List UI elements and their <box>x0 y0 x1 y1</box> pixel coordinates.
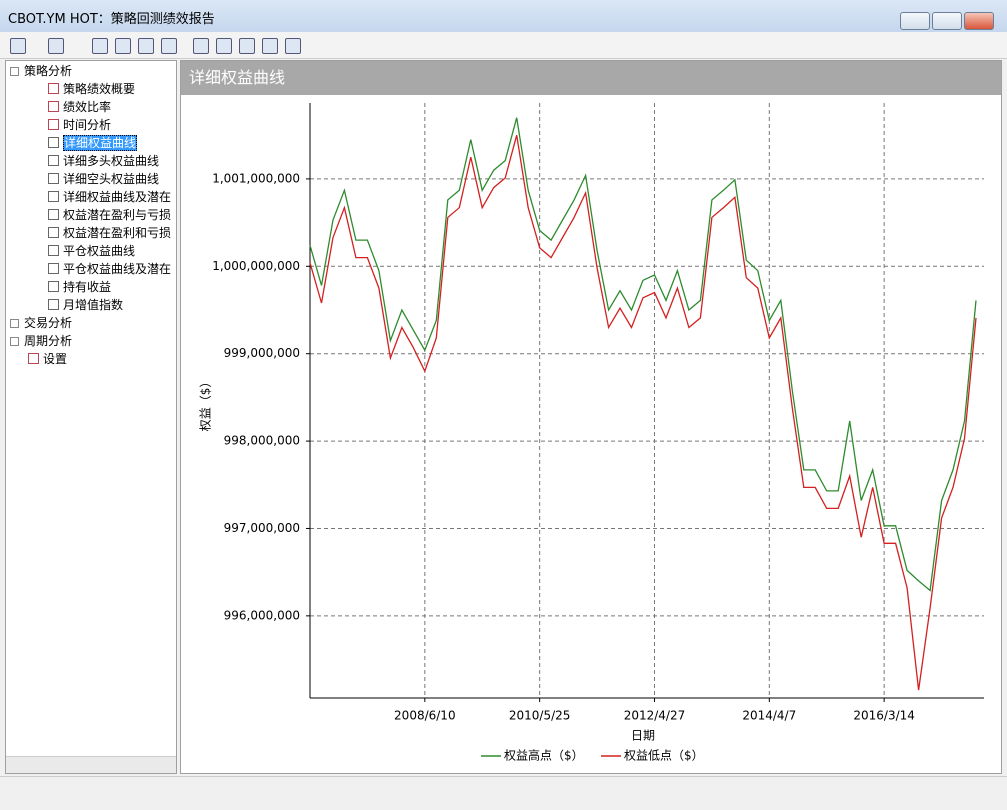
tree-item[interactable]: 详细空头权益曲线 <box>48 171 159 187</box>
close-button[interactable] <box>964 12 994 30</box>
tree-item[interactable]: 权益潜在盈利与亏损 <box>48 207 171 223</box>
legend-label: 权益高点（$） <box>504 748 584 763</box>
x-tick-label: 2012/4/27 <box>624 709 686 723</box>
preview-button[interactable] <box>115 38 131 54</box>
crosshair-button[interactable] <box>193 38 209 54</box>
tree-label: 策略分析 <box>24 64 73 78</box>
item-icon <box>48 227 59 238</box>
tree-item[interactable]: 平仓权益曲线 <box>48 243 135 259</box>
report-panel: 详细权益曲线 996,000,000 997,000,000 998,000,000… <box>180 60 1002 774</box>
y-tick-label: 998,000,000 <box>224 434 300 448</box>
table-button[interactable] <box>161 38 177 54</box>
y-tick-label: 997,000,000 <box>224 521 300 535</box>
item-icon <box>48 281 59 292</box>
series-line <box>309 135 977 691</box>
x-tick-label: 2016/3/14 <box>853 709 915 723</box>
item-icon <box>48 119 59 130</box>
window-title: CBOT.YM HOT：策略回测绩效报告 <box>8 12 215 27</box>
tree-label: 时间分析 <box>63 118 112 132</box>
tree-label: 平仓权益曲线 <box>63 244 136 258</box>
tree-item[interactable]: 设置 <box>28 351 67 367</box>
y-tick-label: 1,000,000,000 <box>212 259 300 273</box>
horizontal-scrollbar[interactable] <box>6 756 176 773</box>
minimize-button[interactable] <box>900 12 930 30</box>
tree-item[interactable]: 详细权益曲线及潜在 <box>48 189 171 205</box>
tree-label: 月增值指数 <box>63 298 124 312</box>
tree-item[interactable]: 时间分析 <box>48 117 111 133</box>
legend-label: 权益低点（$） <box>624 749 704 763</box>
save-button[interactable] <box>92 38 108 54</box>
status-bar <box>0 776 1007 801</box>
tree-label: 设置 <box>43 352 68 366</box>
back-button[interactable] <box>10 38 26 54</box>
tree-label: 权益潜在盈利和亏损 <box>63 226 172 240</box>
y-tick-label: 999,000,000 <box>224 346 300 360</box>
item-icon <box>48 191 59 202</box>
tree-item[interactable]: 月增值指数 <box>48 297 123 313</box>
x-tick-label: 2014/4/7 <box>742 709 796 723</box>
chart: 996,000,000 997,000,000 998,000,000 999,000… <box>199 103 984 763</box>
item-icon <box>48 245 59 256</box>
x-tick-label: 2010/5/25 <box>509 709 571 723</box>
tree-item[interactable]: 策略分析 <box>10 63 73 79</box>
expander[interactable] <box>10 319 19 328</box>
item-icon <box>48 209 59 220</box>
tree-label: 持有收益 <box>63 280 112 294</box>
pan-button[interactable] <box>216 38 232 54</box>
print-button[interactable] <box>138 38 154 54</box>
tree-item[interactable]: 策略绩效概要 <box>48 81 135 97</box>
expander[interactable] <box>10 337 19 346</box>
y-tick-label: 996,000,000 <box>224 608 300 622</box>
zoom-in-button[interactable] <box>239 38 255 54</box>
x-axis-label: 日期 <box>631 729 655 743</box>
tree-label: 策略绩效概要 <box>63 82 136 96</box>
tree-label: 详细多头权益曲线 <box>63 154 160 168</box>
tree-item[interactable]: 详细权益曲线 <box>48 135 138 151</box>
item-icon <box>48 299 59 310</box>
y-axis-label: 权益（$） <box>199 376 213 432</box>
reset-button[interactable] <box>285 38 301 54</box>
item-icon <box>48 101 59 112</box>
tree-item[interactable]: 持有收益 <box>48 279 111 295</box>
tree-item[interactable]: 详细多头权益曲线 <box>48 153 159 169</box>
tree-label: 绩效比率 <box>63 100 112 114</box>
item-icon <box>48 155 59 166</box>
x-tick-label: 2008/6/10 <box>394 709 456 723</box>
nav-tree: 策略分析策略绩效概要 绩效比率时间分析详细权益曲线详细多头权益曲线 详细空头权益曲线… <box>5 60 177 774</box>
tree-label: 平仓权益曲线及潜在 <box>63 262 172 276</box>
tree-label: 详细权益曲线 <box>63 135 138 151</box>
panel-title: 详细权益曲线 <box>189 68 286 87</box>
item-icon <box>48 173 59 184</box>
forward-button[interactable] <box>48 38 64 54</box>
tree-item[interactable]: 绩效比率 <box>48 99 111 115</box>
title-bar: CBOT.YM HOT：策略回测绩效报告 <box>0 0 1007 32</box>
maximize-button[interactable] <box>932 12 962 30</box>
item-icon <box>48 263 59 274</box>
tree-label: 详细空头权益曲线 <box>63 172 160 186</box>
item-icon <box>48 137 59 148</box>
tree-item[interactable]: 交易分析 <box>10 315 73 331</box>
tree-label: 周期分析 <box>24 334 73 348</box>
tree-label: 权益潜在盈利与亏损 <box>63 208 172 222</box>
tree-item[interactable]: 平仓权益曲线及潜在 <box>48 261 171 277</box>
toolbar <box>0 32 1007 59</box>
tree-item[interactable]: 周期分析 <box>10 333 73 349</box>
item-icon <box>28 353 39 364</box>
tree-item[interactable]: 权益潜在盈利和亏损 <box>48 225 171 241</box>
zoom-out-button[interactable] <box>262 38 278 54</box>
tree-label: 交易分析 <box>24 316 73 330</box>
tree-label: 详细权益曲线及潜在 <box>63 190 172 204</box>
y-tick-label: 1,001,000,000 <box>212 171 300 185</box>
expander[interactable] <box>10 67 19 76</box>
series-line <box>309 117 977 592</box>
panel-header: 详细权益曲线 <box>181 61 1001 95</box>
item-icon <box>48 83 59 94</box>
